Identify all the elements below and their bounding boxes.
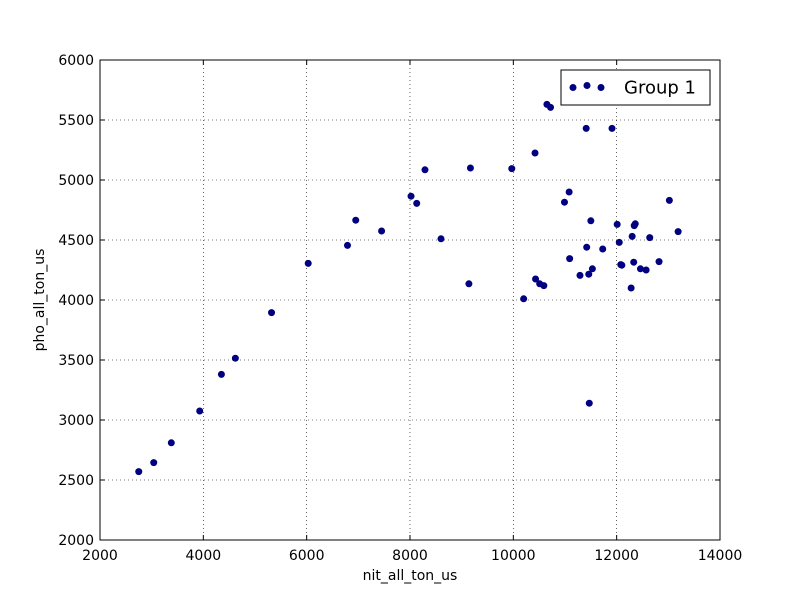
x-tick-label: 8000	[392, 548, 428, 564]
data-point	[343, 241, 351, 249]
y-tick-label: 3000	[58, 413, 94, 429]
tick-labels: 2000 4000 6000 8000 10000 12000 14000 2000 2500 3…	[58, 53, 742, 564]
data-point	[599, 245, 607, 253]
data-point	[407, 192, 415, 200]
data-point	[618, 261, 626, 269]
data-point	[437, 235, 445, 243]
data-point	[585, 270, 593, 278]
data-point	[587, 217, 595, 225]
x-tick-label: 2000	[82, 548, 118, 564]
data-point	[532, 275, 540, 283]
y-tick-label: 4500	[58, 233, 94, 249]
data-point	[150, 459, 158, 467]
data-point	[630, 258, 638, 266]
legend-marker	[597, 84, 605, 91]
axis-ticks	[99, 59, 721, 541]
data-point	[636, 265, 644, 273]
data-point	[631, 220, 639, 228]
data-point	[413, 199, 421, 207]
data-point	[566, 255, 574, 263]
data-point	[655, 258, 663, 266]
data-point	[642, 266, 650, 274]
data-point	[531, 149, 539, 157]
data-point	[466, 164, 474, 172]
data-point	[508, 165, 516, 173]
data-point	[268, 309, 276, 317]
y-axis-label: pho_all_ton_us	[32, 249, 48, 352]
data-point	[674, 228, 682, 236]
data-point	[167, 439, 175, 447]
legend: Group 1	[560, 69, 711, 106]
data-point	[628, 232, 636, 240]
data-point	[196, 407, 204, 415]
data-point	[627, 284, 635, 292]
data-point	[615, 238, 623, 246]
data-point	[576, 271, 584, 279]
legend-marker	[569, 84, 577, 91]
data-point	[588, 265, 596, 273]
data-points	[135, 100, 682, 476]
y-tick-label: 6000	[58, 53, 94, 69]
data-point	[565, 188, 573, 196]
y-tick-label: 4000	[58, 293, 94, 309]
y-tick-label: 5500	[58, 113, 94, 129]
y-tick-label: 2500	[58, 473, 94, 489]
data-point	[421, 166, 429, 174]
x-axis-label: nit_all_ton_us	[363, 568, 458, 584]
data-point	[540, 282, 548, 290]
data-point	[613, 220, 621, 228]
x-tick-label: 12000	[594, 548, 639, 564]
data-point	[231, 354, 239, 362]
data-point	[646, 234, 654, 242]
legend-label: Group 1	[624, 78, 696, 99]
data-point	[585, 399, 593, 407]
x-tick-label: 4000	[186, 548, 222, 564]
data-point	[608, 124, 616, 132]
data-point	[665, 196, 673, 204]
data-point	[520, 295, 528, 303]
data-point	[582, 124, 590, 132]
data-point	[378, 227, 386, 235]
data-point	[547, 103, 555, 111]
x-tick-label: 14000	[698, 548, 743, 564]
data-point	[352, 216, 360, 224]
data-point	[465, 280, 473, 288]
legend-marker	[583, 82, 591, 89]
y-tick-label: 5000	[58, 173, 94, 189]
x-tick-label: 10000	[491, 548, 536, 564]
y-tick-label: 2000	[58, 533, 94, 549]
data-point	[135, 468, 143, 476]
data-point	[304, 259, 312, 267]
data-point	[583, 243, 591, 251]
data-point	[560, 198, 568, 206]
data-point	[217, 370, 225, 378]
y-tick-label: 3500	[58, 353, 94, 369]
grid-lines	[100, 60, 720, 540]
x-tick-label: 6000	[289, 548, 325, 564]
